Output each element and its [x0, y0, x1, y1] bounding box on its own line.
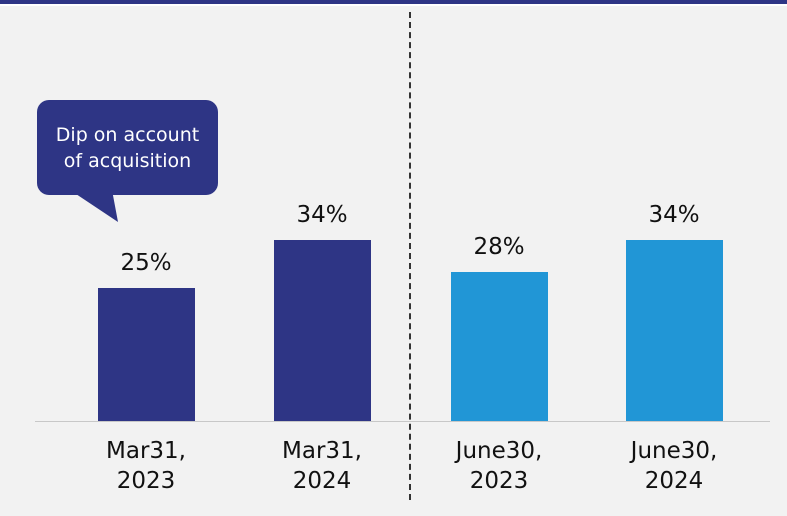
value-label: 28% — [473, 234, 525, 261]
x-tick-label: Mar31, 2023 — [106, 438, 186, 494]
bar — [450, 272, 548, 421]
divider — [409, 12, 411, 500]
x-tick-label: June30, 2024 — [630, 438, 718, 494]
top-rule — [0, 0, 787, 4]
baseline — [35, 421, 770, 422]
value-label: 25% — [120, 250, 172, 276]
callout-bubble — [37, 100, 218, 195]
value-label: 34% — [648, 202, 700, 229]
x-tick-label: Mar31, 2024 — [282, 438, 362, 494]
bar — [97, 288, 195, 421]
annotation: Dip on account of acquisition — [55, 124, 200, 172]
bar — [273, 240, 371, 421]
value-label: 34% — [296, 202, 348, 229]
bar — [625, 240, 723, 421]
x-tick-label: June30, 2023 — [455, 438, 543, 494]
